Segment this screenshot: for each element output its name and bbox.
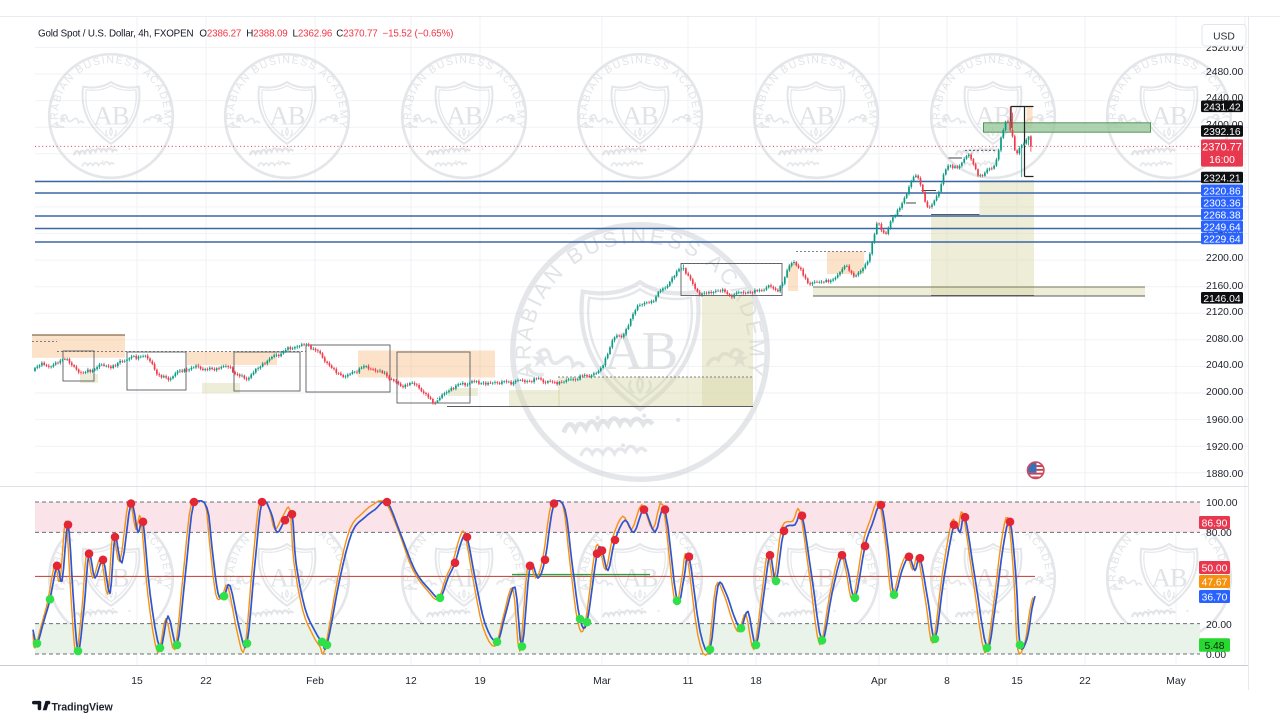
svg-text:2040.00: 2040.00 <box>1206 360 1243 371</box>
svg-text:47.67: 47.67 <box>1202 578 1228 589</box>
svg-text:2370.77: 2370.77 <box>1202 141 1242 153</box>
svg-text:2249.64: 2249.64 <box>1203 222 1240 233</box>
svg-text:2120.00: 2120.00 <box>1206 307 1243 318</box>
svg-text:TradingView: TradingView <box>52 701 114 713</box>
svg-text:22: 22 <box>200 676 212 687</box>
svg-text:22: 22 <box>1079 676 1091 687</box>
svg-text:18: 18 <box>750 676 762 687</box>
svg-text:19: 19 <box>474 676 486 687</box>
svg-text:5.48: 5.48 <box>1204 641 1224 652</box>
svg-text:2160.00: 2160.00 <box>1206 281 1243 292</box>
svg-text:2440.00: 2440.00 <box>1206 93 1243 104</box>
svg-text:2320.86: 2320.86 <box>1203 186 1240 197</box>
svg-text:2000.00: 2000.00 <box>1206 387 1243 398</box>
svg-text:Feb: Feb <box>306 676 324 687</box>
svg-text:100.00: 100.00 <box>1206 498 1238 509</box>
svg-text:8: 8 <box>944 676 950 687</box>
svg-text:2520.00: 2520.00 <box>1206 43 1243 54</box>
svg-text:2200.00: 2200.00 <box>1206 253 1243 264</box>
svg-text:1960.00: 1960.00 <box>1206 415 1243 426</box>
svg-text:11: 11 <box>683 676 694 687</box>
svg-text:15: 15 <box>1011 676 1023 687</box>
svg-text:May: May <box>1166 676 1186 687</box>
svg-text:1920.00: 1920.00 <box>1206 442 1243 453</box>
svg-text:2268.38: 2268.38 <box>1203 210 1240 221</box>
svg-text:2480.00: 2480.00 <box>1206 67 1243 78</box>
svg-text:Gold Spot / U.S. Dollar, 4h, F: Gold Spot / U.S. Dollar, 4h, FXOPEN O2386… <box>38 29 453 40</box>
svg-text:1880.00: 1880.00 <box>1206 469 1243 480</box>
svg-text:2303.36: 2303.36 <box>1203 198 1240 209</box>
svg-text:80.00: 80.00 <box>1206 528 1232 539</box>
svg-text:2080.00: 2080.00 <box>1206 334 1243 345</box>
svg-text:2229.64: 2229.64 <box>1203 234 1240 245</box>
svg-text:12: 12 <box>405 676 417 687</box>
svg-text:36.70: 36.70 <box>1202 593 1228 604</box>
svg-text:16:00: 16:00 <box>1209 155 1235 166</box>
svg-text:2146.04: 2146.04 <box>1203 294 1240 305</box>
svg-text:Mar: Mar <box>593 676 611 687</box>
svg-text:Apr: Apr <box>871 676 888 687</box>
svg-text:50.00: 50.00 <box>1202 564 1228 575</box>
svg-text:USD: USD <box>1213 32 1235 43</box>
svg-text:2392.16: 2392.16 <box>1203 127 1240 138</box>
svg-text:2324.21: 2324.21 <box>1203 174 1240 185</box>
svg-text:2431.42: 2431.42 <box>1203 102 1240 113</box>
svg-text:15: 15 <box>131 676 143 687</box>
svg-text:20.00: 20.00 <box>1206 620 1232 631</box>
svg-text:0.00: 0.00 <box>1206 650 1226 661</box>
svg-text:86.90: 86.90 <box>1202 519 1228 530</box>
